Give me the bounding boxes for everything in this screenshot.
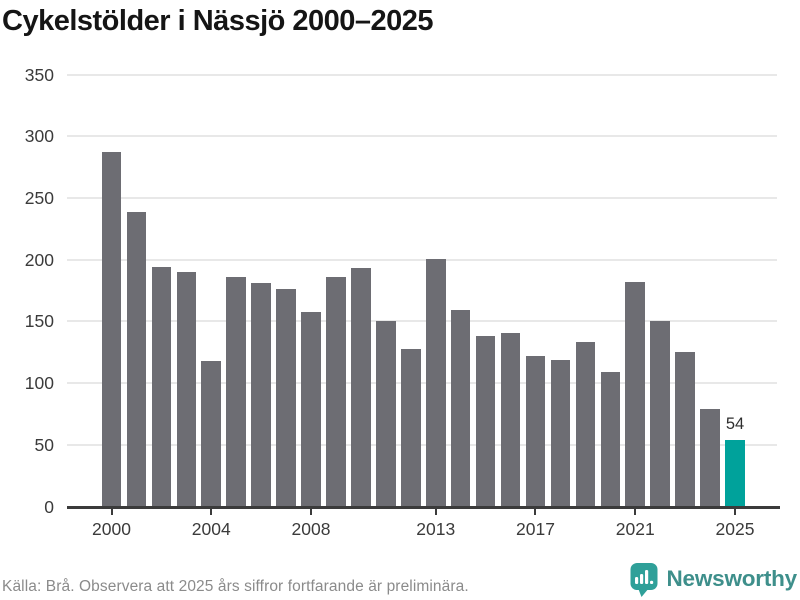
x-axis-tick-2000: [110, 508, 113, 515]
gridline-50: [67, 443, 777, 446]
y-axis-label-250: 250: [24, 188, 54, 209]
chart-title: Cykelstölder i Nässjö 2000–2025: [2, 5, 434, 37]
x-axis-label-2004: 2004: [191, 519, 231, 539]
bar-2001: [126, 211, 147, 507]
y-axis-label-350: 350: [24, 64, 54, 85]
x-axis-label-2017: 2017: [516, 519, 555, 539]
bar-2013: [425, 258, 446, 507]
bar-2025: [725, 439, 745, 507]
bar-2010: [351, 268, 371, 507]
newsworthy-logo: Newsworthy: [629, 559, 797, 599]
y-axis-label-200: 200: [24, 249, 54, 270]
y-axis-label-100: 100: [24, 373, 54, 394]
bar-2023: [675, 352, 695, 507]
x-axis-tick-2008: [310, 508, 313, 515]
bar-2011: [376, 321, 396, 507]
y-axis-label-150: 150: [24, 311, 54, 332]
bar-2020: [600, 372, 621, 507]
gridline-250: [67, 197, 777, 200]
source-note: Källa: Brå. Observera att 2025 års siffr…: [2, 578, 469, 595]
bar-2002: [151, 267, 172, 507]
x-axis-tick-2013: [434, 508, 437, 515]
bar-2012: [400, 348, 421, 507]
bar-2021: [625, 281, 646, 507]
x-axis-tick-2025: [734, 508, 736, 515]
bar-2019: [575, 342, 596, 507]
y-axis-label-300: 300: [24, 126, 54, 147]
bar-2009: [326, 277, 346, 507]
bar-2004: [201, 360, 222, 507]
bar-2014: [450, 310, 471, 507]
bar-2005: [226, 277, 246, 507]
bar-2015: [475, 336, 496, 507]
bar-2007: [276, 289, 296, 507]
gridline-200: [67, 258, 777, 261]
y-axis-label-0: 0: [44, 496, 54, 517]
x-axis-tick-2021: [634, 508, 637, 515]
x-axis-label-2025: 2025: [715, 519, 755, 539]
bar-chart-plot-area: 0 50 100 150 200 250 300 350 54 2000 2004 2008 2013 2…: [24, 64, 780, 539]
bar-2003: [176, 272, 197, 507]
x-axis-label-2021: 2021: [615, 519, 655, 539]
x-axis-tick-2017: [534, 508, 537, 515]
gridline-150: [67, 320, 777, 323]
bar-2024: [700, 409, 720, 507]
bar-2018: [550, 359, 571, 507]
bar-2016: [500, 332, 521, 507]
x-axis-label-2000: 2000: [92, 519, 131, 539]
x-axis-tick-2004: [210, 508, 213, 515]
bar-2022: [650, 321, 670, 507]
x-axis-label-2008: 2008: [291, 519, 331, 539]
newsworthy-icon: [630, 562, 658, 597]
x-axis-label-2013: 2013: [416, 519, 456, 539]
bar-2006: [251, 283, 271, 507]
gridline-100: [67, 382, 777, 385]
gridline-350: [67, 73, 777, 76]
gridline-300: [67, 135, 777, 138]
x-axis-line: [67, 505, 780, 509]
bar-2017: [525, 355, 546, 507]
newsworthy-wordmark: Newsworthy: [666, 566, 797, 591]
bar-2000: [101, 152, 122, 507]
highlight-value-label: 54: [725, 414, 745, 433]
bar-2008: [301, 311, 321, 507]
y-axis-label-50: 50: [34, 434, 54, 455]
